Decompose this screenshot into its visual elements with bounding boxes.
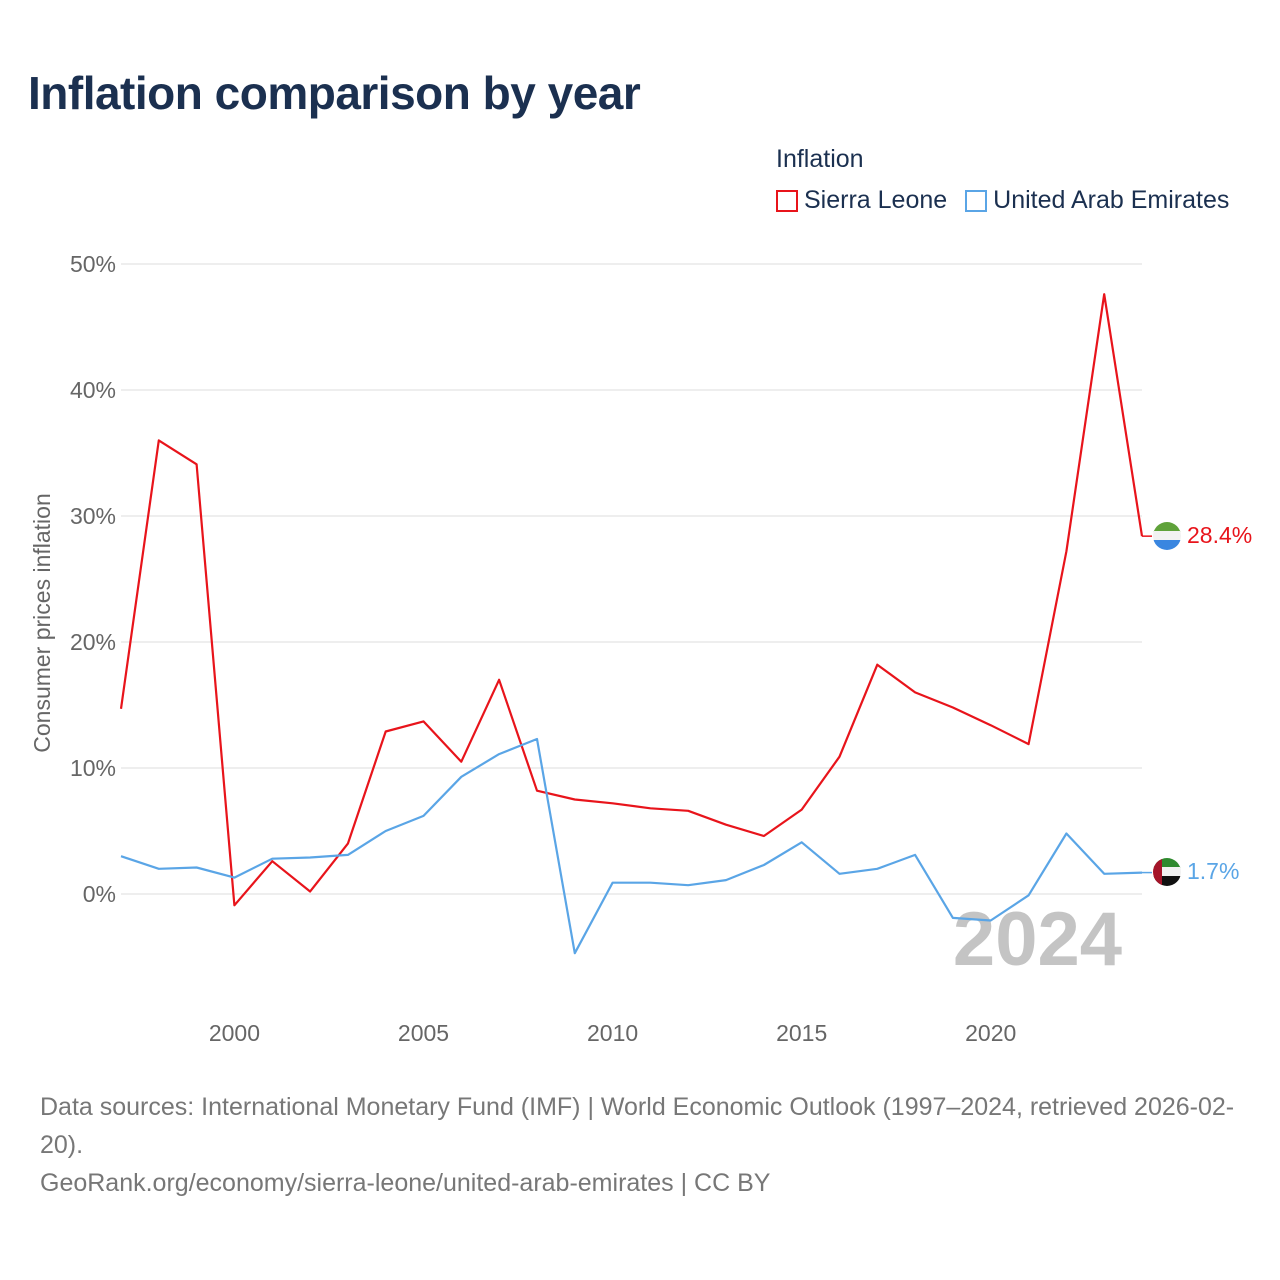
y-axis-label: Consumer prices inflation <box>29 493 55 753</box>
y-tick-label: 30% <box>70 503 116 529</box>
footer: Data sources: International Monetary Fun… <box>40 1088 1250 1202</box>
legend-swatch-united-arab-emirates <box>965 189 988 212</box>
grid-lines <box>121 263 1142 895</box>
legend-title: Inflation <box>776 145 864 173</box>
chart-title: Inflation comparison by year <box>28 67 641 119</box>
source-url[interactable]: GeoRank.org/economy/sierra-leone/united-… <box>40 1169 771 1197</box>
legend-label-sierra-leone: Sierra Leone <box>804 186 948 214</box>
x-tick-label: 2000 <box>209 1020 260 1046</box>
x-tick-label: 2020 <box>965 1020 1016 1046</box>
end-label-sierra-leone: 28.4% <box>1187 522 1252 548</box>
y-tick-label: 40% <box>70 377 116 403</box>
series-line-sierra-leone[interactable] <box>119 293 1144 907</box>
legend: Sierra Leone United Arab Emirates <box>776 186 1229 215</box>
legend-swatch-sierra-leone <box>776 189 798 212</box>
legend-label-united-arab-emirates: United Arab Emirates <box>993 186 1230 214</box>
y-tick-label: 50% <box>70 251 116 277</box>
y-tick-label: 20% <box>70 629 116 655</box>
united-arab-emirates-flag-icon <box>1153 858 1181 886</box>
legend-item-united-arab-emirates[interactable]: United Arab Emirates <box>965 186 1229 215</box>
series-lines <box>119 293 1152 955</box>
line-chart: 0% 10% 20% 30% 40% 50% 2000 2005 2010 2015 2020 C… <box>29 251 1252 1046</box>
x-axis-ticks: 2000 2005 2010 2015 2020 <box>209 1020 1016 1046</box>
x-tick-label: 2015 <box>776 1020 827 1046</box>
y-axis-ticks: 0% 10% 20% 30% 40% 50% <box>70 251 116 907</box>
data-sources-note: Data sources: International Monetary Fun… <box>40 1093 1235 1159</box>
legend-item-sierra-leone[interactable]: Sierra Leone <box>776 186 947 215</box>
x-tick-label: 2010 <box>587 1020 638 1046</box>
sierra-leone-flag-icon <box>1153 522 1181 550</box>
year-watermark: 2024 <box>953 897 1122 982</box>
y-tick-label: 10% <box>70 755 116 781</box>
x-tick-label: 2005 <box>398 1020 449 1046</box>
series-line-united-arab-emirates[interactable] <box>120 737 1143 955</box>
y-tick-label: 0% <box>83 881 116 907</box>
end-label-united-arab-emirates: 1.7% <box>1187 858 1239 884</box>
